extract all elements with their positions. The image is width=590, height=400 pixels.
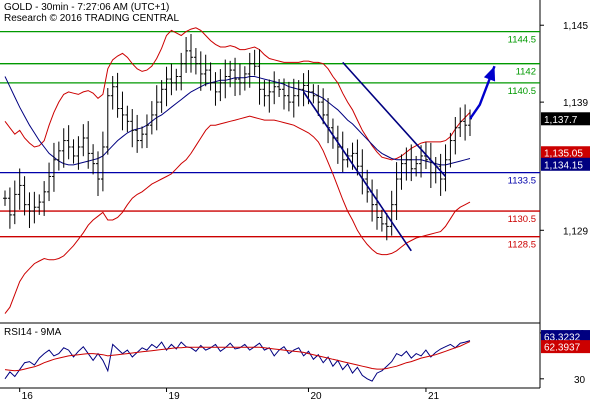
price-tag-bg xyxy=(541,146,590,160)
price-axis-label-1,139: 1,139 xyxy=(563,98,588,109)
rsi-tag-bg xyxy=(541,330,590,344)
rsi-tag-62.3937: 62.3937 xyxy=(544,343,581,354)
rsi-ma-line xyxy=(4,341,471,372)
level-label-1128.5: 1128.5 xyxy=(508,240,536,251)
projection-arrow xyxy=(469,65,496,120)
level-label-1130.5: 1130.5 xyxy=(508,214,536,225)
rsi-panel xyxy=(4,340,471,382)
channel-upper-line xyxy=(342,61,447,177)
upper-band-line xyxy=(4,27,471,161)
rsi-title: RSI14 - 9MA xyxy=(4,327,62,338)
price-tag-bg xyxy=(541,157,590,171)
chart-title: GOLD - 30min - 7:27:06 AM (UTC+1) xyxy=(4,2,170,13)
price-tag-bg xyxy=(541,112,590,126)
price-tag-1,134.15: 1,134.15 xyxy=(544,160,583,171)
bollinger-bands xyxy=(4,27,471,314)
indicator-panel-bg xyxy=(0,324,540,388)
price-tag-1,137.7: 1,137.7 xyxy=(544,115,578,126)
level-label-1140.5: 1140.5 xyxy=(508,86,536,97)
time-axis-label-21: 21 xyxy=(428,391,440,400)
level-label-1144.5: 1144.5 xyxy=(508,35,536,46)
price-axis-label-1,145: 1,145 xyxy=(563,21,588,32)
moving-average-line xyxy=(4,76,471,166)
channel-lower-line xyxy=(302,91,412,252)
price-tag-1,135.05: 1,135.05 xyxy=(544,149,583,160)
trend-channel xyxy=(302,61,447,252)
time-axis-label-16: 16 xyxy=(22,391,34,400)
rsi-axis-label-30: 30 xyxy=(574,375,586,386)
chart-copyright: Research © 2016 TRADING CENTRAL xyxy=(4,13,180,24)
rsi-line xyxy=(4,340,471,382)
rsi-tag-63.3232: 63.3232 xyxy=(544,333,581,344)
lower-band-line xyxy=(4,115,471,314)
horizontal-levels: 1144.5 1142 1140.5 1133.5 1130.5 1128.5 xyxy=(0,30,540,251)
projection-arrow-head xyxy=(483,66,496,82)
rsi-tag-bg xyxy=(541,340,590,354)
time-axis-label-19: 19 xyxy=(169,391,181,400)
level-label-1142: 1142 xyxy=(516,67,536,78)
level-label-1133.5: 1133.5 xyxy=(508,176,536,187)
price-axis-label-1,129: 1,129 xyxy=(563,226,588,237)
time-axis-label-20: 20 xyxy=(310,391,322,400)
